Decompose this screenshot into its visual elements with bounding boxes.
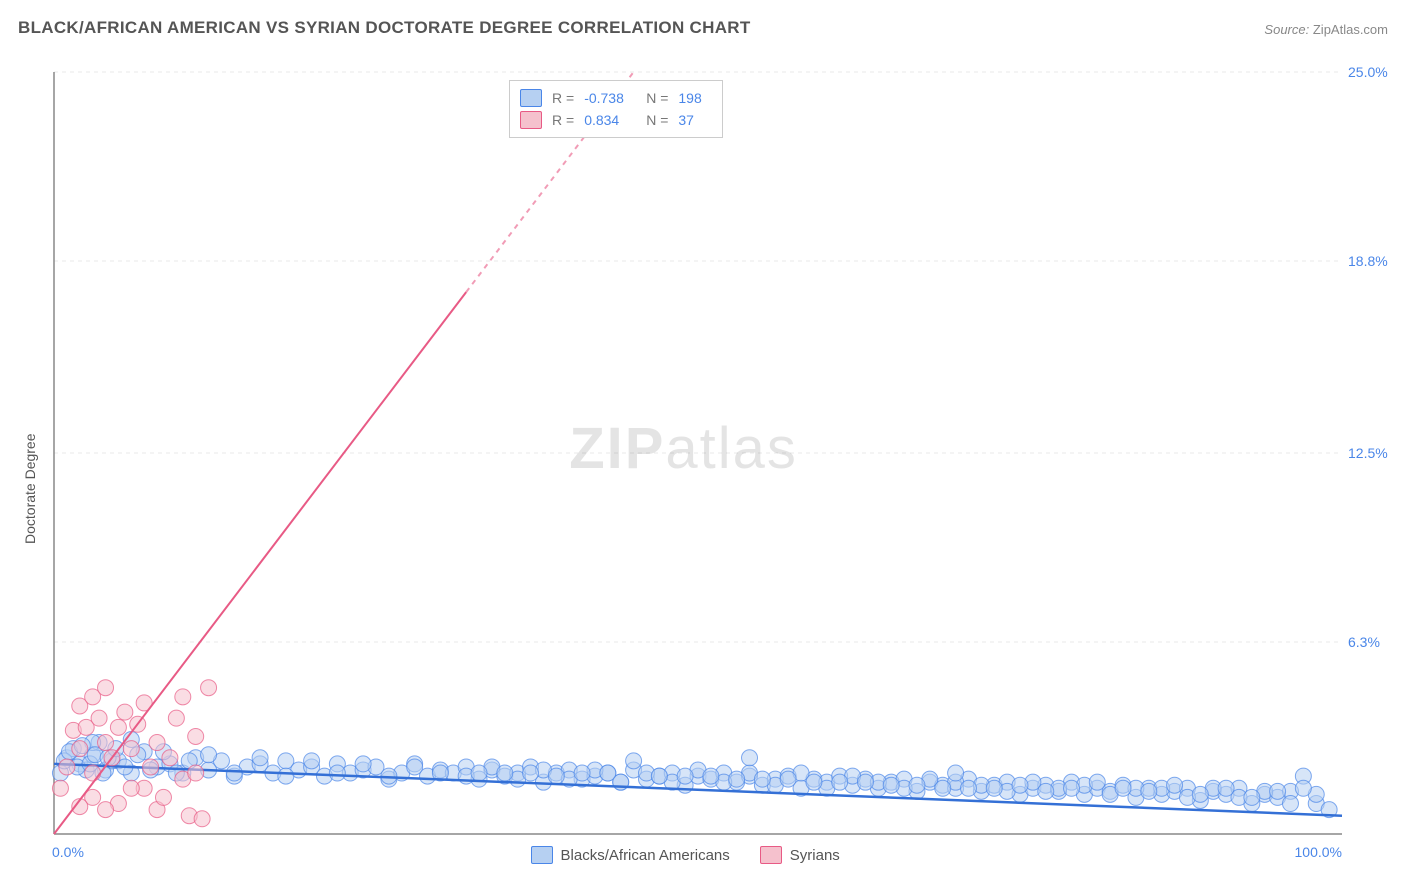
legend-series-label: Blacks/African Americans bbox=[561, 847, 730, 864]
legend-swatch bbox=[531, 846, 553, 864]
x-tick-label: 0.0% bbox=[52, 844, 84, 860]
chart-container: ZIPatlas Doctorate Degree R =-0.738N =19… bbox=[0, 60, 1406, 892]
legend-row: R = -0.738 N = 198 bbox=[520, 87, 712, 109]
legend-entry: Blacks/African Americans bbox=[531, 846, 730, 864]
legend-n-value: 37 bbox=[678, 112, 712, 128]
legend-row: R = 0.834 N = 37 bbox=[520, 109, 712, 131]
legend-series-label: Syrians bbox=[790, 847, 840, 864]
legend-r-label: R = bbox=[552, 90, 574, 106]
legend-r-label: R = bbox=[552, 112, 574, 128]
source-value: ZipAtlas.com bbox=[1313, 22, 1388, 37]
y-tick-label: 6.3% bbox=[1348, 634, 1380, 650]
y-axis-title: Doctorate Degree bbox=[22, 434, 38, 545]
legend-swatch bbox=[520, 111, 542, 129]
legend-n-label: N = bbox=[646, 112, 668, 128]
series-legend: Blacks/African Americans Syrians bbox=[531, 846, 840, 864]
chart-title: BLACK/AFRICAN AMERICAN VS SYRIAN DOCTORA… bbox=[18, 18, 751, 38]
legend-r-value: 0.834 bbox=[584, 112, 636, 128]
legend-swatch bbox=[520, 89, 542, 107]
source-attribution: Source: ZipAtlas.com bbox=[1264, 22, 1388, 37]
source-label: Source: bbox=[1264, 22, 1309, 37]
y-tick-label: 25.0% bbox=[1348, 64, 1388, 80]
legend-swatch bbox=[760, 846, 782, 864]
x-tick-label: 100.0% bbox=[1295, 844, 1342, 860]
correlation-legend: R = -0.738 N = 198 R = 0.834 N = 37 bbox=[509, 80, 723, 138]
legend-entry: Syrians bbox=[760, 846, 840, 864]
legend-r-value: -0.738 bbox=[584, 90, 636, 106]
legend-n-value: 198 bbox=[678, 90, 712, 106]
legend-n-label: N = bbox=[646, 90, 668, 106]
y-tick-label: 18.8% bbox=[1348, 253, 1388, 269]
scatter-plot bbox=[0, 60, 1406, 892]
y-tick-label: 12.5% bbox=[1348, 445, 1388, 461]
